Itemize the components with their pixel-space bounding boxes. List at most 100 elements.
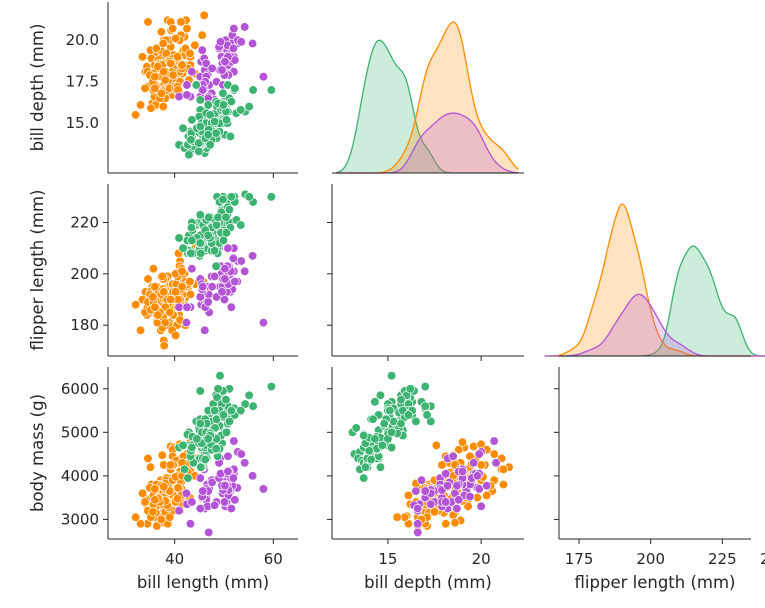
scatter-point [211,443,221,454]
scatter-point [172,494,183,504]
scatter-point [223,466,233,477]
scatter-point [224,205,235,215]
scatter-point [215,371,225,381]
axes-layer: 15.0 17.5 20.0 180 200 220 3000 4000 5000 6000 40 6… [61,2,751,568]
scatter-point [190,40,200,50]
scatter-point [220,264,230,274]
scatter-point [230,276,240,287]
scatter-point [196,248,206,258]
scatter-point [221,212,231,223]
scatter-point [150,282,160,292]
scatter-point [186,248,196,258]
scatter-point [370,434,380,444]
scatter-point [385,405,395,416]
scatter-point [244,192,254,202]
scatter-point [219,497,230,507]
scatter-point [159,482,169,492]
scatter-point [387,427,397,437]
scatter-point [150,495,160,505]
scatter-point [187,67,197,77]
scatter-point [137,488,148,498]
scatter-point [203,100,213,110]
scatter-point [229,23,239,34]
scatter-point [218,194,228,205]
scatter-point [140,83,150,93]
y-tick-label: 220 [70,214,99,232]
scatter-point [396,395,406,405]
scatter-point [413,519,423,529]
scatter-point [411,416,421,427]
scatter-point [130,512,141,522]
scatter-point [218,410,229,420]
scatter-point [177,266,187,276]
x-tick-label: 60 [264,550,283,568]
scatter-point [166,460,176,470]
kde-fill [544,246,765,356]
x-tick-label: 15 [378,550,397,568]
y-axis-label: body mass (g) [28,394,47,512]
scatter-point [178,243,188,253]
scatter-point [185,289,196,300]
scatter-point [498,464,509,474]
scatter-point [420,401,430,411]
scatter-point [226,192,237,202]
scatter-point [201,58,211,69]
scatter-point [181,317,192,328]
scatter-point [183,473,193,483]
scatter-point [195,503,205,514]
scatter-point [230,83,240,93]
scatter-point [217,287,227,297]
scatter-point [185,519,196,529]
scatter-point [195,238,205,248]
scatter-point [211,220,222,230]
scatter-point [209,116,220,127]
y-tick-label: 180 [70,316,99,334]
scatter-point [228,253,239,264]
scatter-point [266,192,277,202]
scatter-r0-c0 [130,10,277,160]
scatter-point [226,405,237,416]
scatter-point [187,497,197,507]
scatter-point [469,458,479,468]
scatter-point [236,105,246,115]
kde-fill [544,204,765,356]
scatter-point [215,37,226,47]
scatter-point [209,271,220,282]
scatter-point [177,282,187,292]
scatter-point [159,67,169,77]
scatter-point [226,503,237,514]
scatter-point [441,519,451,529]
scatter-point [218,235,229,246]
scatter-point [457,466,468,477]
scatter-point [140,497,150,507]
scatter-point [185,276,195,287]
scatter-point [387,442,397,453]
scatter-point [165,307,175,318]
scatter-point [228,473,239,483]
scatter-point [437,460,447,470]
kde-fill [335,22,519,173]
scatter-point [223,243,233,253]
scatter-point [135,519,146,529]
x-tick-label: 225 [708,550,737,568]
scatter-point [258,72,269,82]
scatter-point [403,410,414,420]
scatter-point [230,495,240,505]
scatter-point [203,434,213,444]
scatter-point [247,471,258,481]
scatter-point [145,462,156,472]
scatter-point [204,527,214,538]
scatter-point [450,518,460,528]
scatter-point [240,22,250,32]
kde-fill [335,113,519,173]
scatter-point [199,10,209,20]
scatter-point [429,507,440,517]
scatter-point [448,451,458,461]
scatter-point [220,274,230,284]
panel-r2-c2: 175 200 225 [554,367,751,568]
scatter-point [224,416,235,427]
scatter-point [226,302,237,312]
scatter-point [454,445,464,455]
panel-r1-c0: 180 200 220 [70,184,298,361]
scatter-point [187,235,197,246]
